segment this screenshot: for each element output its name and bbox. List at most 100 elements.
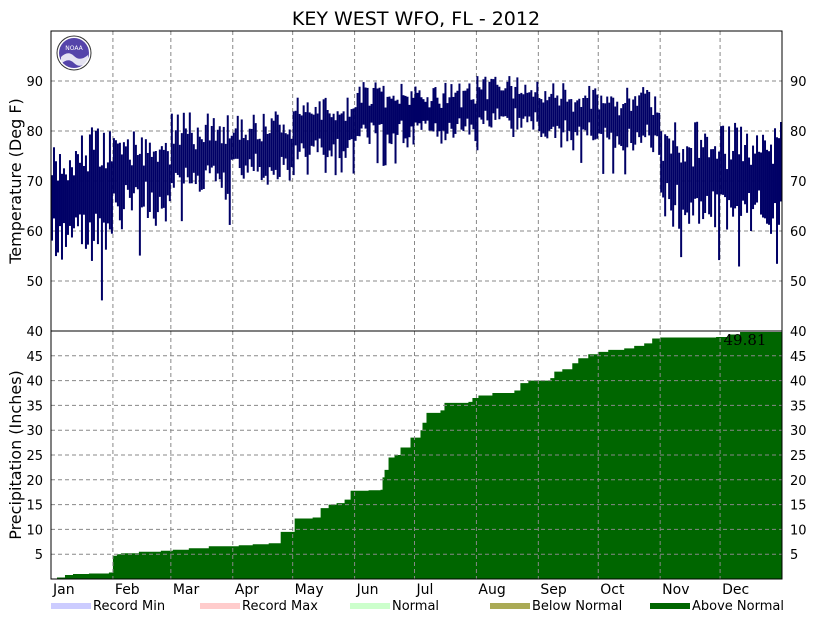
legend-label: Record Min: [93, 599, 165, 614]
precipitation-tick-left: 45: [26, 350, 43, 365]
temperature-bar: [278, 124, 281, 177]
temperature-bar: [150, 156, 153, 193]
temperature-bar: [210, 125, 213, 168]
temperature-bar: [536, 81, 539, 122]
temperature-tick-right: 90: [790, 75, 807, 90]
temperature-bar: [232, 132, 235, 160]
temperature-bar: [262, 113, 265, 178]
temperature-bar: [580, 106, 583, 163]
temperature-bar: [436, 97, 439, 137]
temperature-bar: [128, 159, 131, 198]
temperature-bar: [758, 151, 761, 191]
temperature-bar: [414, 86, 417, 123]
temperature-bar: [176, 114, 179, 175]
precipitation-tick-left: 25: [26, 449, 43, 464]
temperature-bar: [430, 101, 433, 131]
temperature-bars: [51, 76, 782, 301]
month-label-aug: Aug: [478, 582, 505, 598]
noaa-logo-text: NOAA: [65, 45, 83, 52]
temperature-bar: [668, 138, 671, 200]
precipitation-tick-right: 35: [790, 399, 807, 414]
temperature-bar: [236, 115, 239, 159]
temperature-bar: [172, 143, 175, 188]
temperature-bar: [306, 102, 309, 175]
precipitation-tick-right: 40: [790, 375, 807, 390]
temperature-bar: [754, 153, 757, 205]
temperature-bar: [700, 139, 703, 202]
temperature-bar: [774, 128, 777, 204]
temperature-bar: [358, 86, 361, 137]
temperature-bar: [130, 165, 133, 211]
month-label-jul: Jul: [416, 582, 434, 598]
temperature-bar: [528, 92, 531, 117]
temperature-bar: [368, 105, 371, 144]
temperature-bar: [226, 115, 229, 194]
temperature-bar: [330, 117, 333, 157]
temperature-bar: [468, 83, 471, 135]
temperature-bar: [690, 148, 693, 203]
temperature-bar: [504, 88, 507, 117]
temperature-tick-left: 80: [26, 125, 43, 140]
temperature-bar: [558, 105, 561, 129]
temperature-bar: [386, 96, 389, 135]
temperature-bar: [300, 115, 303, 144]
temperature-bar: [666, 135, 669, 184]
temperature-bar: [364, 87, 367, 129]
temperature-bar: [314, 106, 317, 141]
temperature-bar: [592, 89, 595, 141]
precipitation-ylabel: Precipitation (Inches): [6, 370, 25, 540]
legend-swatch: [51, 603, 91, 609]
temperature-bar: [324, 97, 327, 173]
temperature-bar: [220, 143, 223, 188]
temperature-bar: [718, 151, 721, 261]
temperature-bar: [426, 97, 429, 121]
temperature-bar: [82, 165, 85, 215]
temperature-bar: [92, 149, 95, 241]
temperature-bar: [424, 101, 427, 124]
temperature-bar: [316, 113, 319, 153]
temperature-bar: [448, 97, 451, 123]
precipitation-tick-left: 40: [26, 375, 43, 390]
temperature-bar: [648, 91, 651, 136]
temperature-bar: [76, 154, 79, 227]
temperature-bar: [304, 112, 307, 157]
precipitation-tick-left: 5: [35, 548, 43, 563]
temperature-bar: [352, 108, 355, 174]
month-label-apr: Apr: [235, 582, 259, 598]
temperature-bar: [302, 105, 305, 149]
temperature-bar: [380, 91, 383, 125]
temperature-bar: [170, 113, 173, 184]
precipitation-tick-right: 15: [790, 499, 807, 514]
legend-swatch: [350, 603, 390, 609]
temperature-bar: [336, 111, 339, 139]
temperature-bar: [62, 168, 65, 224]
precipitation-tick-right: 20: [790, 474, 807, 489]
temperature-bar: [702, 147, 705, 220]
temperature-bar: [202, 142, 205, 189]
temperature-bar: [246, 140, 249, 173]
legend-label: Above Normal: [692, 599, 784, 614]
temperature-bar: [294, 110, 297, 146]
temperature-bar: [452, 96, 455, 138]
temperature-bar: [480, 89, 483, 120]
temperature-bar: [348, 116, 351, 141]
temperature-bar: [484, 76, 487, 111]
temperature-bar: [532, 96, 535, 130]
temperature-bar: [516, 77, 519, 130]
temperature-bar: [638, 95, 641, 138]
temperature-bar: [394, 100, 397, 164]
temperature-bar: [472, 99, 475, 130]
temperature-bar: [196, 127, 199, 176]
temperature-bar: [126, 139, 129, 190]
temperature-bar: [360, 102, 363, 129]
temperature-bar: [498, 86, 501, 120]
temperature-bar: [618, 115, 621, 145]
temperature-bar: [458, 83, 461, 119]
temperature-bar: [496, 84, 499, 109]
legend-label: Normal: [392, 599, 439, 614]
temperature-bar: [94, 130, 97, 214]
temperature-bar: [600, 95, 603, 134]
temperature-bar: [530, 90, 533, 122]
temperature-bar: [486, 99, 489, 121]
temperature-bar: [98, 166, 101, 219]
